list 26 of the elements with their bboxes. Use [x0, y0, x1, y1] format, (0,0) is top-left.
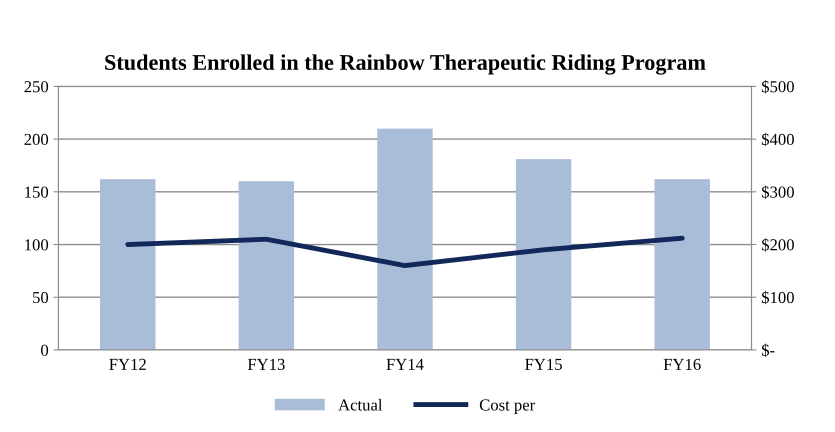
chart-title: Students Enrolled in the Rainbow Therapeutic Riding Program	[105, 54, 706, 75]
x-tick-label: FY15	[525, 358, 562, 370]
y2-tick-label: $300	[762, 186, 794, 199]
y-tick-label: 250	[24, 81, 48, 92]
y2-tick-label: $-	[762, 344, 775, 357]
x-tick-label: FY16	[664, 358, 701, 370]
legend-label: Cost per	[480, 399, 536, 414]
y2-tick-label: $400	[762, 132, 794, 146]
y-tick-label: 50	[33, 292, 48, 304]
bar	[516, 159, 572, 350]
bar	[654, 179, 710, 350]
legend-label: Actual	[338, 398, 382, 411]
x-tick-label: FY14	[386, 358, 424, 370]
y-tick-label: 150	[25, 186, 48, 198]
y2-tick-label: $200	[762, 238, 794, 252]
y-tick-label: 100	[25, 239, 48, 250]
x-tick-label: FY12	[109, 358, 146, 370]
line-series	[125, 236, 685, 268]
bar	[100, 179, 156, 350]
x-tick-label: FY13	[248, 358, 285, 370]
y-tick-label: 0	[41, 344, 48, 356]
bar	[377, 128, 433, 350]
bar	[238, 181, 294, 350]
y-tick-label: 200	[24, 134, 48, 146]
y2-tick-label: $500	[762, 80, 794, 94]
y2-tick-label: $100	[762, 290, 794, 304]
